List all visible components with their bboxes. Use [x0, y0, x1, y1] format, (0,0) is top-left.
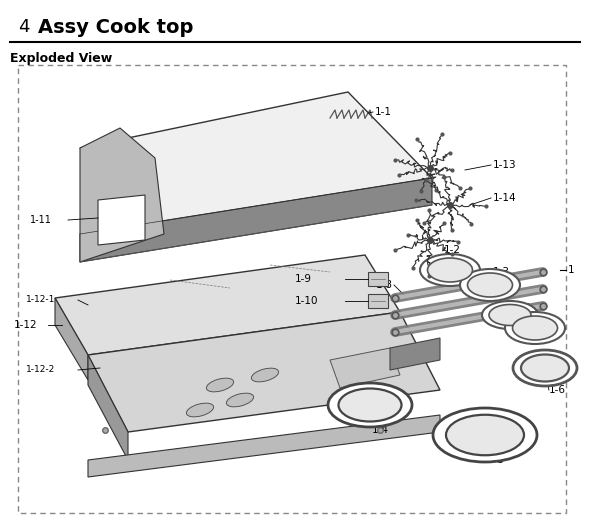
Ellipse shape: [513, 350, 577, 386]
Polygon shape: [390, 338, 440, 370]
Ellipse shape: [467, 273, 513, 297]
Text: 1-12-2: 1-12-2: [26, 365, 55, 374]
Bar: [368, 272, 388, 286]
Text: 1-8: 1-8: [376, 280, 393, 290]
Ellipse shape: [460, 269, 520, 301]
Text: 1-9: 1-9: [295, 274, 312, 284]
Bar: [18, 65, 566, 513]
Ellipse shape: [513, 316, 558, 340]
Ellipse shape: [328, 383, 412, 427]
Polygon shape: [55, 255, 400, 355]
Ellipse shape: [521, 355, 569, 381]
Polygon shape: [88, 312, 440, 432]
Polygon shape: [80, 178, 432, 262]
Text: 1-11: 1-11: [30, 215, 52, 225]
Text: 1-12: 1-12: [14, 320, 38, 330]
Ellipse shape: [420, 254, 480, 286]
Ellipse shape: [482, 301, 538, 329]
Ellipse shape: [339, 389, 402, 422]
Ellipse shape: [489, 304, 531, 326]
Ellipse shape: [428, 258, 473, 282]
Text: 1: 1: [568, 265, 575, 275]
Text: 1-12-1: 1-12-1: [26, 295, 55, 304]
Polygon shape: [330, 348, 400, 388]
Ellipse shape: [446, 415, 524, 455]
Text: 1-14: 1-14: [493, 193, 517, 203]
Text: 1-7: 1-7: [514, 303, 531, 313]
Text: 1-2: 1-2: [537, 315, 554, 325]
Text: 1-13: 1-13: [493, 160, 517, 170]
Ellipse shape: [206, 378, 234, 392]
Polygon shape: [88, 415, 440, 477]
Text: 1-10: 1-10: [295, 296, 319, 306]
Text: 1-1: 1-1: [375, 107, 392, 117]
Ellipse shape: [186, 403, 214, 417]
Ellipse shape: [251, 368, 278, 382]
Polygon shape: [98, 195, 145, 245]
Ellipse shape: [227, 393, 254, 407]
Ellipse shape: [433, 408, 537, 462]
Text: Exploded View: Exploded View: [10, 52, 112, 65]
Text: 1-4: 1-4: [372, 425, 389, 435]
Text: Assy Cook top: Assy Cook top: [38, 18, 194, 37]
Text: 4: 4: [18, 18, 30, 36]
Polygon shape: [80, 92, 432, 234]
Polygon shape: [88, 355, 128, 460]
Text: 1-3: 1-3: [493, 267, 510, 277]
Bar: [368, 294, 388, 308]
Text: 1-6: 1-6: [549, 385, 566, 395]
Text: 1-2: 1-2: [444, 245, 461, 255]
Polygon shape: [80, 128, 164, 262]
Text: 1-5: 1-5: [488, 455, 505, 465]
Polygon shape: [55, 298, 88, 380]
Ellipse shape: [505, 312, 565, 344]
